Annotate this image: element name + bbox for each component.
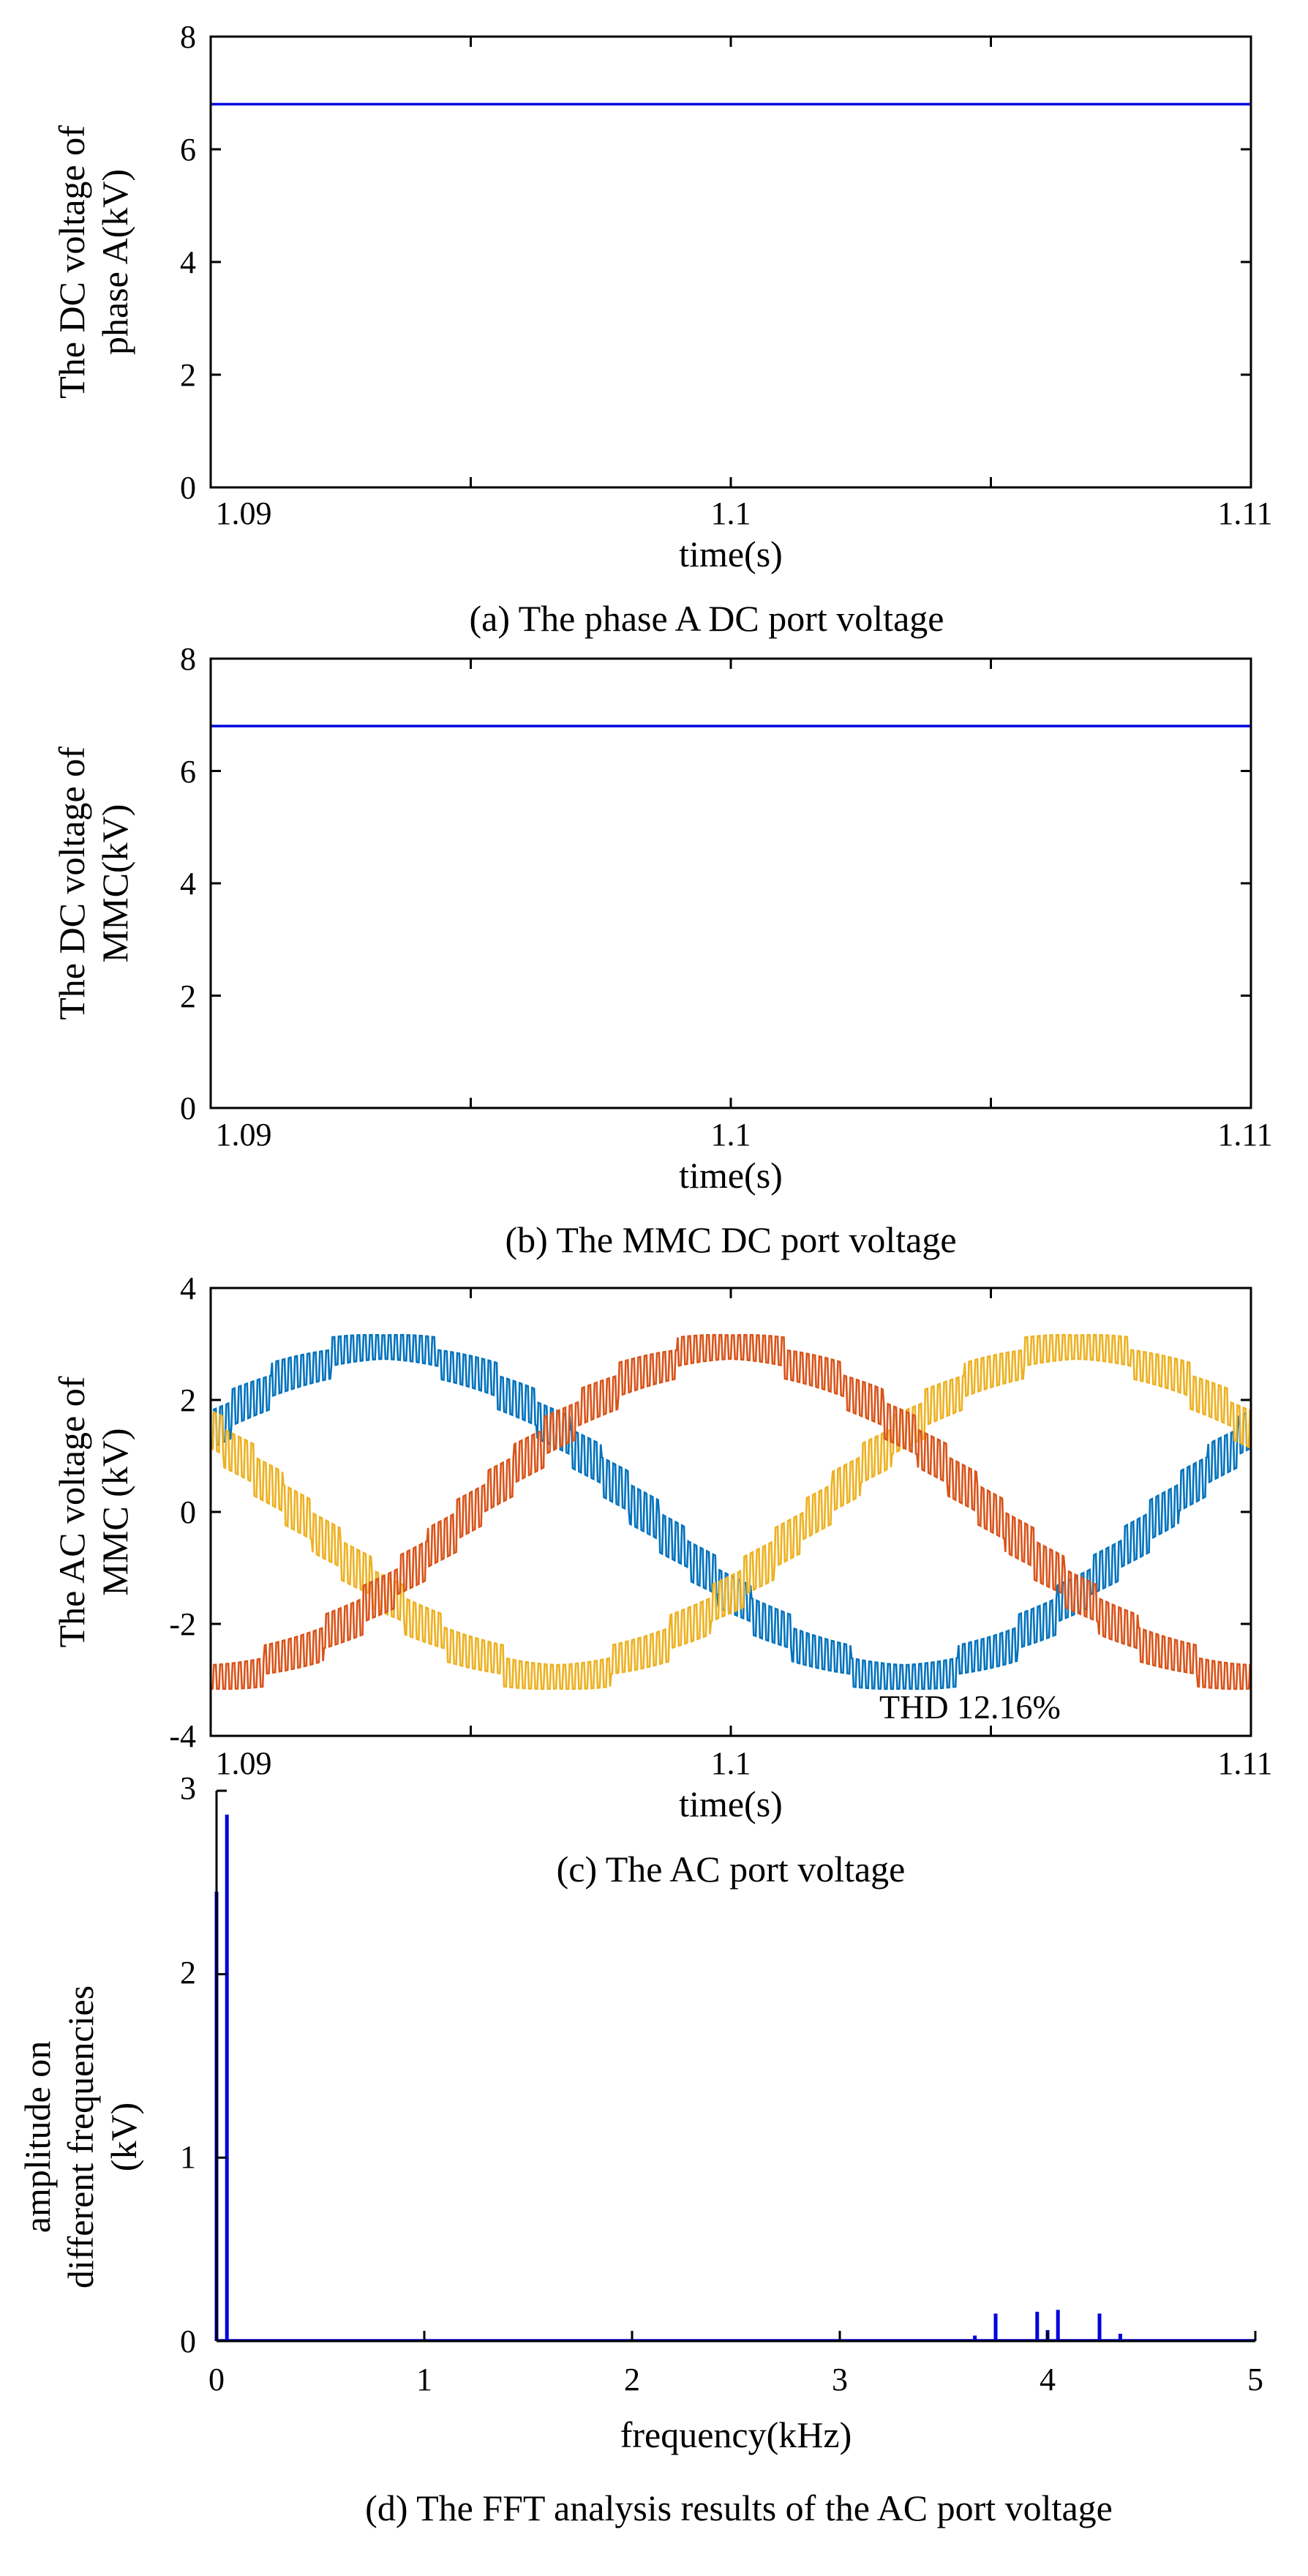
panel-a-ylabel-line1: The DC voltage of [51, 125, 92, 399]
panel-a-xtick-label: 1.1 [711, 495, 751, 531]
panel-a-ytick-label: 2 [180, 357, 196, 393]
panel-d-ytick-label: 0 [180, 2324, 196, 2359]
panel-a-caption: (a) The phase A DC port voltage [470, 598, 944, 639]
panel-c-data [210, 1333, 1252, 1690]
panel-b-xtick-label: 1.11 [1217, 1117, 1272, 1153]
panel-a: 0 2 4 6 8 1.09 1.1 1.11 time(s) The DC v… [51, 19, 1273, 639]
panel-a-ylabel-line2: phase A(kV) [94, 169, 135, 355]
panel-a-xtick-label: 1.11 [1217, 495, 1272, 531]
panel-b-ytick-label: 4 [180, 866, 196, 902]
panel-b-axes [209, 657, 1252, 1109]
panel-d-xtick-label: 1 [416, 2362, 432, 2397]
panel-d-data [214, 1814, 1255, 2342]
panel-c-ytick-label: -4 [169, 1718, 196, 1754]
panel-b-ylabel-line2: MMC(kV) [94, 804, 135, 963]
panel-b: 0 2 4 6 8 1.09 1.1 1.11 time(s) The DC v… [51, 641, 1273, 1260]
panel-b-caption: (b) The MMC DC port voltage [505, 1219, 956, 1260]
panel-d-xtick-label: 3 [832, 2362, 848, 2397]
panel-d-xlabel: frequency(kHz) [620, 2414, 852, 2455]
panel-b-ylabel-line1: The DC voltage of [51, 746, 92, 1020]
panel-c-series-line [210, 1333, 1252, 1690]
panel-b-xtick-label: 1.09 [216, 1117, 272, 1153]
panel-b-ytick-label: 2 [180, 978, 196, 1014]
panel-c-xlabel: time(s) [679, 1783, 783, 1824]
panel-d-ytick-label: 1 [180, 2139, 196, 2175]
panel-c-ytick-label: 4 [180, 1270, 196, 1306]
panel-a-ytick-label: 6 [180, 132, 196, 168]
panel-c-ytick-label: 2 [180, 1382, 196, 1418]
panel-c-ylabel-line1: The AC voltage of [51, 1376, 92, 1647]
panel-d-ylabel-line2: different frequencies [60, 1985, 101, 2288]
panel-d-ytick-label: 3 [180, 1770, 196, 1806]
panel-c-series-line [211, 1333, 1251, 1690]
panel-b-ytick-label: 8 [180, 641, 196, 677]
panel-c-axes [209, 1287, 1252, 1737]
panel-c-ytick-label: -2 [169, 1606, 196, 1642]
panel-d-caption: (d) The FFT analysis results of the AC p… [365, 2487, 1113, 2528]
panel-d-xtick-label: 0 [208, 2362, 225, 2397]
panel-a-ytick-label: 0 [180, 470, 196, 506]
panel-c-xtick-label: 1.09 [216, 1745, 272, 1781]
panel-a-xtick-label: 1.09 [216, 495, 272, 531]
panel-c-series-line [210, 1333, 1252, 1690]
panel-b-xlabel: time(s) [679, 1155, 783, 1196]
panel-b-ytick-label: 0 [180, 1090, 196, 1126]
panel-a-ytick-label: 8 [180, 19, 196, 55]
panel-d-ylabel-line3: (kV) [103, 2103, 144, 2171]
panel-d-xtick-label: 2 [624, 2362, 640, 2397]
panel-d: 0 1 2 3 0 1 2 3 4 5 frequency(kHz) ampli… [17, 1770, 1263, 2528]
panel-a-xlabel: time(s) [679, 533, 783, 574]
panel-d-xtick-label: 5 [1247, 2362, 1263, 2397]
panel-c-ylabel-line2: MMC (kV) [94, 1428, 135, 1595]
panel-c-ytick-label: 0 [180, 1494, 196, 1530]
panel-c: THD 12.16% -4 -2 0 2 4 1.09 1.1 1.11 tim… [51, 1270, 1273, 1890]
panel-c-xtick-label: 1.1 [711, 1745, 751, 1781]
panel-d-ytick-label: 2 [180, 1955, 196, 1991]
panel-b-xtick-label: 1.1 [711, 1117, 751, 1153]
panel-a-axes [209, 35, 1252, 489]
panel-c-annotation: THD 12.16% [879, 1688, 1061, 1726]
panel-d-axes [215, 1789, 1257, 2343]
panel-d-ylabel-line1: amplitude on [17, 2041, 58, 2233]
panel-d-xtick-label: 4 [1040, 2362, 1056, 2397]
panel-c-caption: (c) The AC port voltage [557, 1849, 906, 1890]
panel-b-ytick-label: 6 [180, 754, 196, 790]
panel-c-xtick-label: 1.11 [1217, 1745, 1272, 1781]
panel-a-ytick-label: 4 [180, 244, 196, 280]
